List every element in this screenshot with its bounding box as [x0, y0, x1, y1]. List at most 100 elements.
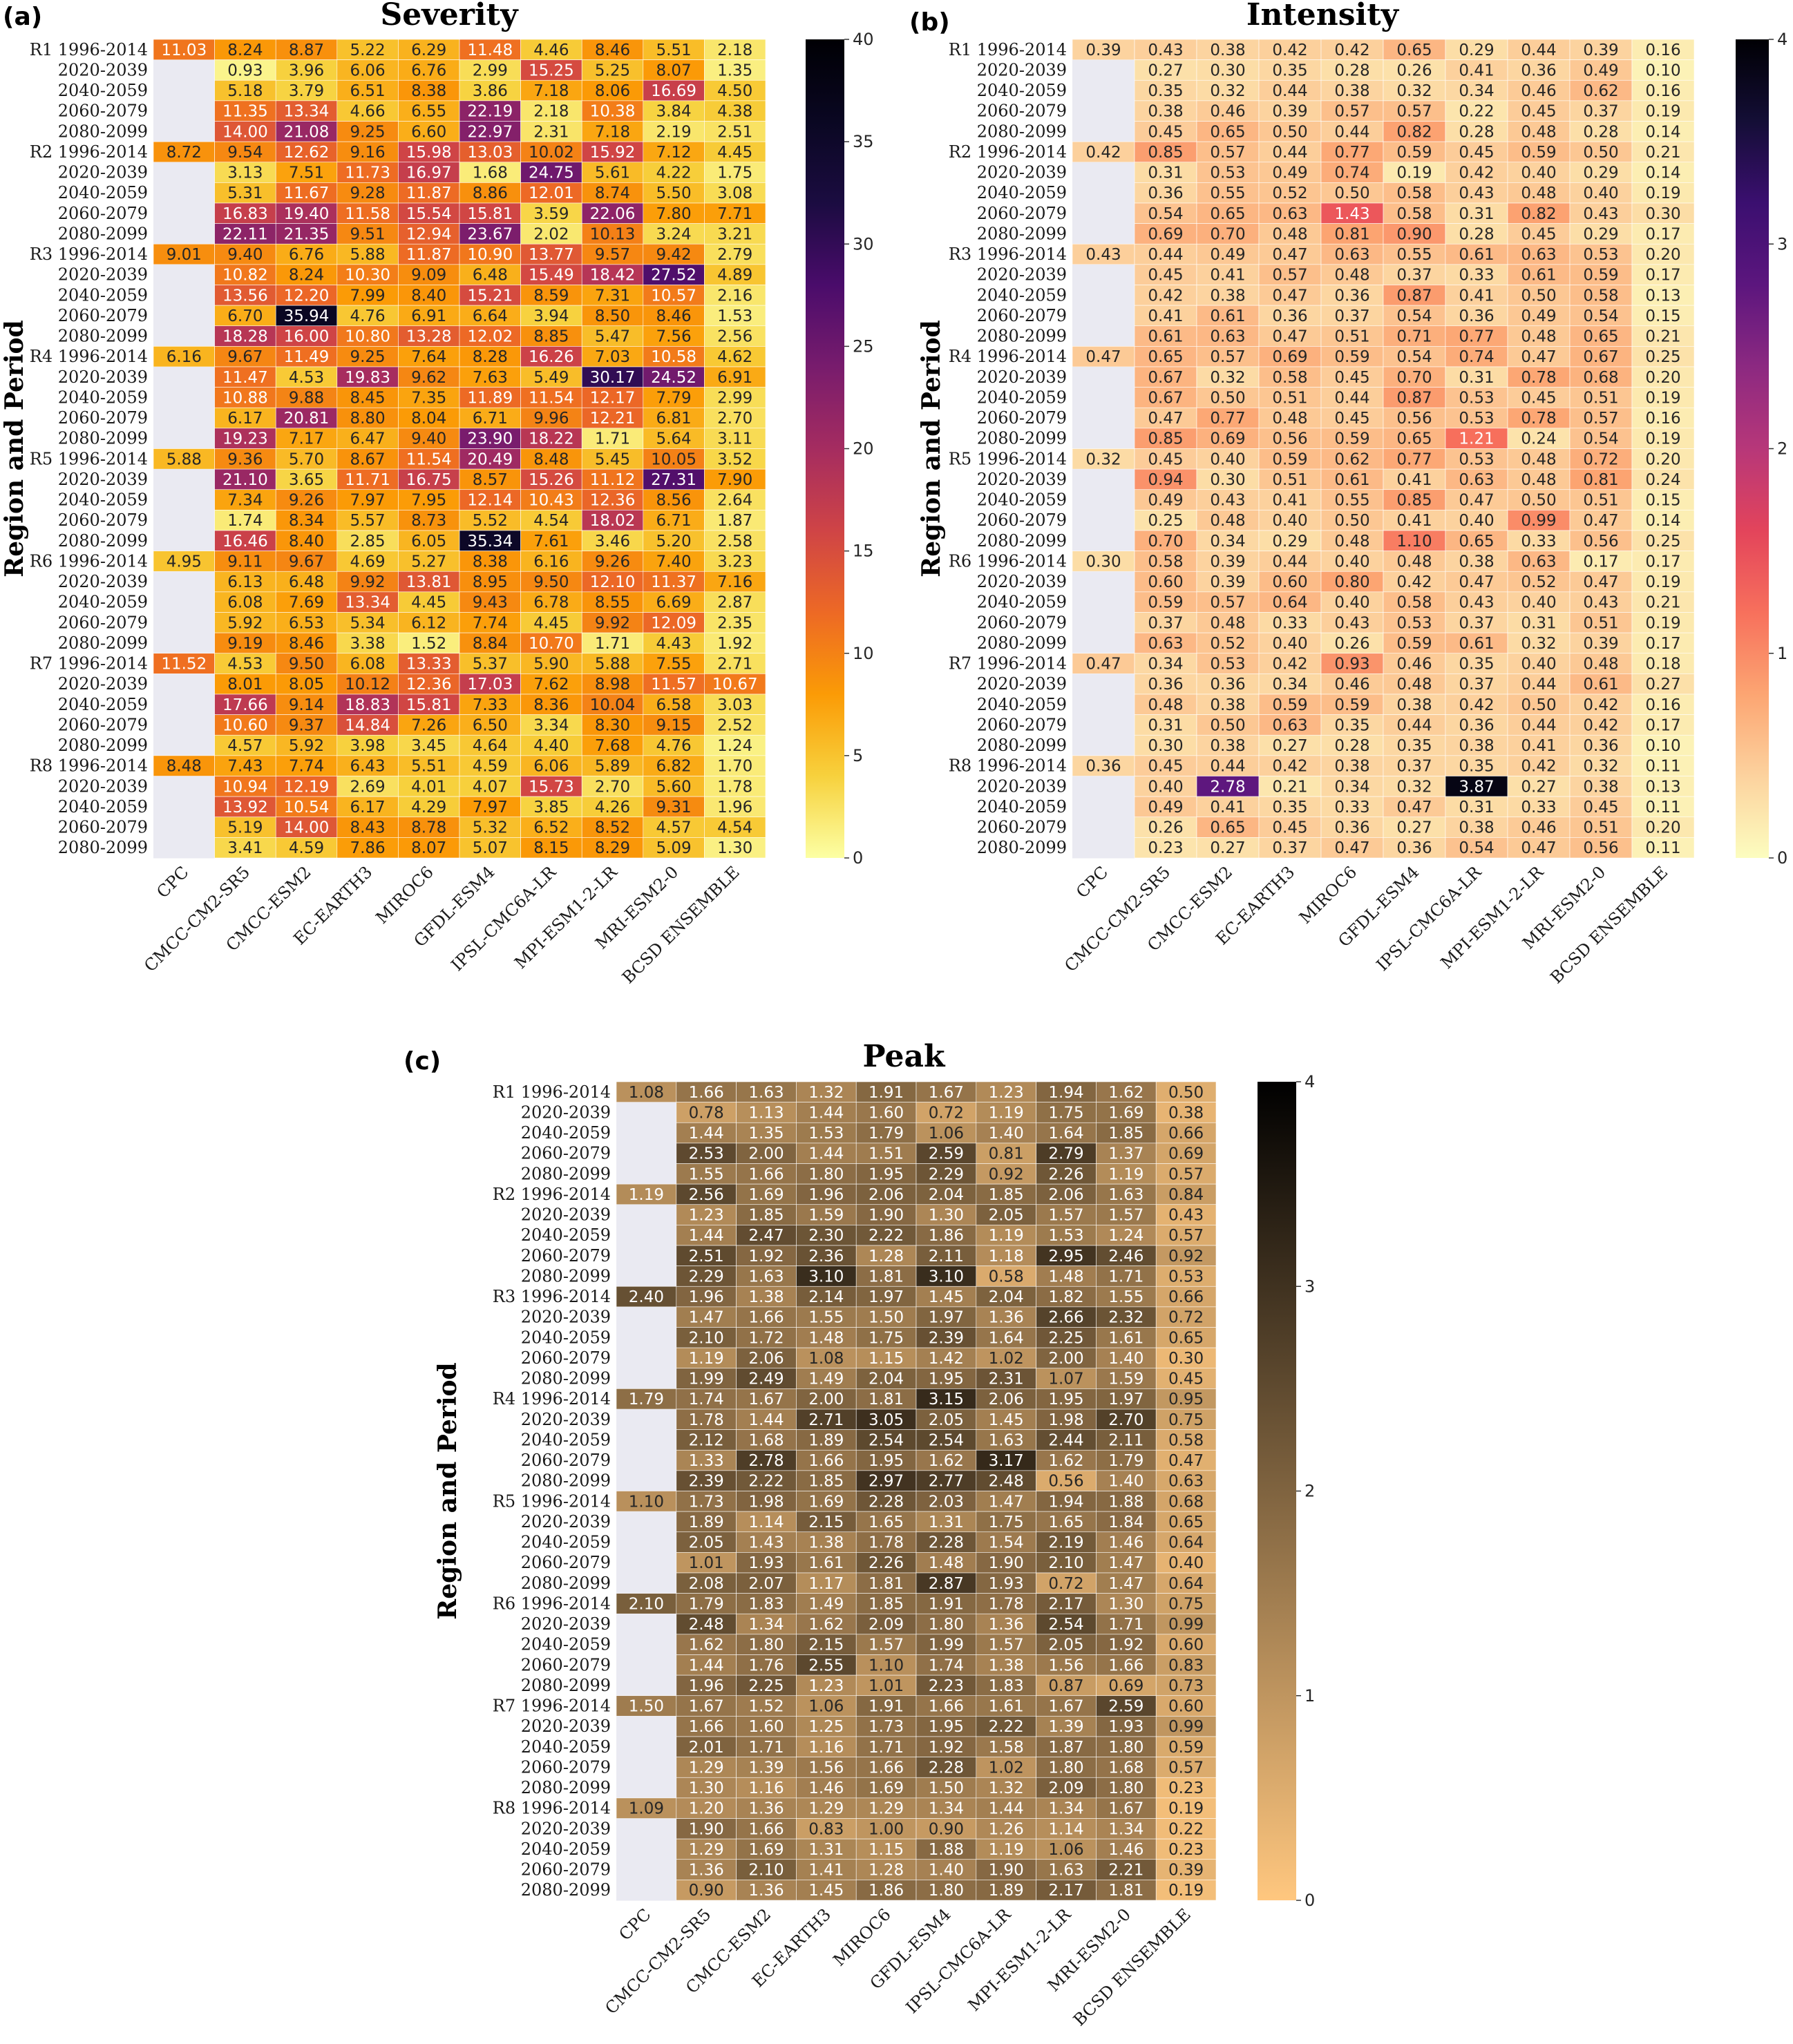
cell-value: 24.75 [529, 164, 574, 182]
cell-value: 1.96 [689, 1288, 724, 1306]
heatmap-cell [398, 39, 460, 60]
cell-value: 6.05 [411, 533, 446, 551]
cell-value: 8.45 [350, 389, 385, 407]
cell-value: 12.21 [590, 410, 636, 428]
cell-value: 5.88 [595, 656, 630, 674]
colorbar-tick-label: 2 [1305, 1482, 1315, 1501]
cell-value: 0.21 [1645, 594, 1680, 612]
cell-value: 1.41 [808, 1862, 844, 1880]
column-label: IPSL-CMC6A-LR [1373, 862, 1486, 975]
cell-value: 0.67 [1148, 369, 1183, 387]
heatmap-cell-empty [616, 1123, 677, 1144]
heatmap-cell-empty [1072, 816, 1135, 838]
cell-value: 0.40 [1521, 164, 1556, 182]
cell-value: 9.37 [289, 716, 324, 734]
cell-value: 1.61 [1108, 1329, 1144, 1347]
row-label: 2080-2099 [58, 838, 148, 857]
heatmap-cell-empty [153, 816, 216, 838]
cell-value: 9.40 [411, 430, 446, 448]
cell-value: 0.31 [1459, 369, 1494, 387]
cell-value: 0.69 [1148, 225, 1183, 243]
cell-value: 1.55 [808, 1309, 844, 1327]
heatmap-cell [520, 141, 582, 163]
row-label: 2080-2099 [521, 1676, 611, 1695]
cell-value: 0.60 [1168, 1636, 1204, 1654]
cell-value: 0.50 [1210, 389, 1245, 407]
cell-value: 11.54 [406, 450, 452, 468]
cell-value: 1.86 [869, 1882, 904, 1900]
cell-value: 0.50 [1168, 1084, 1204, 1102]
row-label: 2020-2039 [977, 265, 1067, 285]
heatmap-cell [643, 182, 705, 204]
cell-value: 1.49 [808, 1595, 844, 1613]
cell-value: 12.02 [467, 328, 513, 346]
cell-value: 1.91 [869, 1084, 904, 1102]
column-label: MPI-ESM1-2-LR [1437, 862, 1548, 973]
cell-value: 0.41 [1459, 287, 1494, 305]
cell-value: 0.56 [1396, 410, 1432, 428]
cell-value: 5.92 [289, 737, 324, 755]
cell-value: 1.26 [989, 1820, 1024, 1838]
cell-value: 4.59 [289, 839, 324, 857]
cell-value: 0.53 [1459, 450, 1494, 468]
cell-value: 0.87 [1396, 389, 1432, 407]
cell-value: 0.53 [1583, 246, 1618, 264]
cell-value: 5.25 [595, 61, 630, 79]
cell-value: 0.41 [1396, 471, 1432, 489]
cell-value: 0.47 [1583, 512, 1618, 530]
colorbar-tick-label: 0 [1777, 848, 1787, 868]
cell-value: 0.48 [1334, 533, 1369, 551]
cell-value: 2.08 [689, 1575, 724, 1593]
colorbar-tick-label: 5 [853, 746, 863, 765]
cell-value: 0.74 [1334, 164, 1369, 182]
cell-value: 7.18 [533, 82, 569, 100]
cell-value: 0.28 [1459, 123, 1494, 141]
cell-value: 0.27 [1396, 819, 1432, 837]
cell-value: 10.54 [284, 799, 330, 816]
cell-value: 0.47 [1272, 246, 1307, 264]
cell-value: 0.63 [1210, 328, 1245, 346]
cell-value: 0.56 [1048, 1473, 1083, 1491]
cell-value: 7.34 [227, 492, 263, 510]
cell-value: 0.84 [1168, 1186, 1204, 1204]
heatmap-cell [704, 39, 766, 60]
cell-value: 4.76 [350, 307, 385, 325]
cell-value: 4.45 [411, 594, 446, 612]
cell-value: 9.57 [595, 246, 630, 264]
cell-value: 1.19 [1108, 1165, 1144, 1183]
cell-value: 22.06 [590, 205, 636, 223]
row-label: 2020-2039 [521, 1102, 611, 1122]
cell-value: 35.94 [284, 307, 330, 325]
heatmap-cell-empty [616, 1654, 677, 1676]
cell-value: 1.74 [689, 1391, 724, 1408]
cell-value: 5.57 [350, 512, 385, 530]
heatmap-cell [336, 59, 399, 81]
heatmap-cell-empty [616, 1368, 677, 1389]
cell-value: 0.41 [1396, 512, 1432, 530]
heatmap-cell [581, 285, 644, 306]
cell-value: 0.27 [1645, 676, 1680, 694]
cell-value: 9.25 [350, 348, 385, 366]
cell-value: 0.99 [1168, 1718, 1204, 1736]
cell-value: 10.30 [345, 267, 390, 285]
cell-value: 0.59 [1396, 635, 1432, 653]
heatmap-cell [398, 59, 460, 81]
cell-value: 0.94 [1148, 471, 1183, 489]
cell-value: 1.15 [869, 1350, 904, 1368]
column-label: IPSL-CMC6A-LR [447, 862, 560, 975]
row-label: 2080-2099 [58, 736, 148, 755]
row-label: 2080-2099 [977, 736, 1067, 755]
cell-value: 2.64 [717, 492, 752, 510]
column-label: MPI-ESM1-2-LR [511, 862, 621, 973]
cell-value: 0.17 [1645, 267, 1680, 285]
cell-value: 0.43 [1148, 41, 1183, 59]
cell-value: 10.13 [590, 225, 636, 243]
cell-value: 1.70 [717, 758, 752, 776]
row-label: 2080-2099 [521, 1164, 611, 1183]
row-label: 2040-2059 [58, 81, 148, 100]
heatmap-cell [153, 141, 215, 163]
colorbar-tick-label: 25 [853, 336, 874, 356]
cell-value: 0.46 [1334, 676, 1369, 694]
cell-value: 9.96 [533, 410, 569, 428]
cell-value: 8.67 [350, 450, 385, 468]
